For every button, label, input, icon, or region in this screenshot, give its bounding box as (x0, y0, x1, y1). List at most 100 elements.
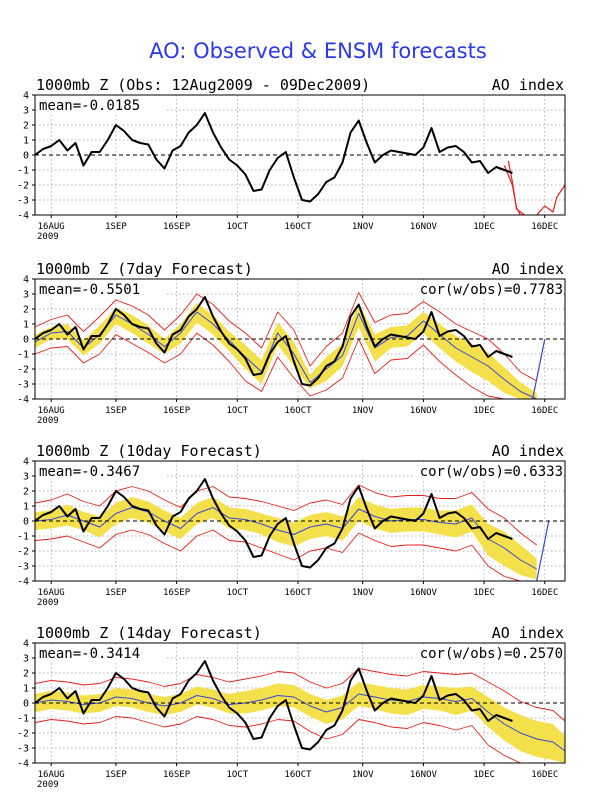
ensemble-member-low-line (35, 332, 537, 399)
ensemble-member-high-line (35, 292, 537, 382)
ensemble-spread-band (35, 497, 537, 580)
x-tick-label: 16SEP (163, 406, 191, 416)
x-tick-label: 1NOV (352, 222, 374, 232)
x-tick-label: 16NOV (410, 588, 438, 598)
y-tick-label: -2 (17, 729, 29, 740)
y-tick-label: 4 (23, 91, 29, 102)
y-tick-label: -4 (17, 211, 29, 222)
mean-label: mean=-0.3467 (39, 464, 140, 480)
ensemble-member-low-line (35, 529, 537, 581)
plot-area (35, 478, 550, 581)
y-tick-label: -4 (17, 577, 29, 588)
x-tick-label: 16DEC (531, 770, 558, 780)
panel-title: 1000mb Z (Obs: 12Aug2009 - 09Dec2009) (36, 76, 370, 94)
x-tick-label: 16SEP (163, 770, 191, 780)
y-tick-label: -2 (17, 181, 29, 192)
y-tick-label: -3 (17, 562, 29, 573)
y-tick-label: 4 (23, 457, 29, 468)
x-tick-label: 1DEC (473, 588, 495, 598)
y-tick-label: 2 (23, 121, 29, 132)
ensemble-member-high-line (35, 484, 537, 546)
y-tick-label: -1 (17, 166, 29, 177)
panel-index-label: AO index (492, 76, 564, 94)
x-tick-label: 16AUG (38, 406, 65, 416)
plot-area (35, 292, 546, 399)
x-tick-label: 1OCT (226, 406, 248, 416)
y-tick-label: 4 (23, 639, 29, 650)
x-tick-label: 1DEC (473, 222, 495, 232)
mean-label: mean=-0.0185 (39, 98, 140, 114)
x-tick-label: 1SEP (105, 406, 127, 416)
observed-ao-line (35, 296, 513, 387)
y-tick-label: 1 (23, 502, 29, 513)
x-tick-label: 16OCT (284, 770, 312, 780)
x-tick-label: 16OCT (284, 588, 312, 598)
y-tick-label: -1 (17, 714, 29, 725)
observed-ao-line (35, 478, 513, 569)
cor-label-bg (413, 463, 563, 480)
plot-area (35, 660, 565, 763)
x-year-label: 2009 (37, 416, 59, 426)
x-tick-label: 1NOV (352, 770, 374, 780)
y-tick-label: -2 (17, 547, 29, 558)
x-tick-label: 16AUG (38, 222, 65, 232)
y-tick-label: 1 (23, 320, 29, 331)
y-tick-label: 1 (23, 136, 29, 147)
ensemble-member-low-line (35, 716, 565, 763)
y-tick-label: 4 (23, 275, 29, 286)
panel-index-label: AO index (492, 624, 564, 642)
y-tick-label: 3 (23, 290, 29, 301)
x-tick-label: 1OCT (226, 588, 248, 598)
y-tick-label: 3 (23, 472, 29, 483)
y-tick-label: -3 (17, 744, 29, 755)
y-tick-label: 2 (23, 669, 29, 680)
correlation-label: cor(w/obs)=0.6333 (420, 464, 563, 480)
ensemble-spread-band (35, 682, 565, 763)
ensemble-mean-line (35, 693, 565, 752)
panel-index-label: AO index (492, 442, 564, 460)
forecast-tail-line (532, 338, 546, 399)
y-tick-label: 0 (23, 335, 29, 346)
chart-panel-1: -4 -3 -2 -1 0 1 2 3 4 16AUG 1SEP 16SEP 1OCT 16OCT 1NOV… (17, 76, 566, 242)
chart-panels: -4 -3 -2 -1 0 1 2 3 4 16AUG 1SEP 16SEP 1OCT 16OCT 1NOV… (17, 76, 566, 790)
x-tick-label: 1DEC (473, 770, 495, 780)
y-tick-label: -2 (17, 365, 29, 376)
y-tick-label: -3 (17, 196, 29, 207)
y-tick-label: 3 (23, 106, 29, 117)
y-tick-label: 2 (23, 305, 29, 316)
x-tick-label: 1SEP (105, 222, 127, 232)
x-tick-label: 16NOV (410, 770, 438, 780)
x-tick-label: 1DEC (473, 406, 495, 416)
mean-label-bg (37, 281, 167, 298)
cor-label-bg (413, 645, 563, 662)
x-tick-label: 1NOV (352, 406, 374, 416)
x-tick-label: 16OCT (284, 222, 312, 232)
forecast-tail-line (536, 520, 550, 581)
x-year-label: 2009 (37, 780, 59, 790)
correlation-label: cor(w/obs)=0.7783 (420, 282, 563, 298)
panel-title: 1000mb Z (14day Forecast) (36, 624, 262, 642)
y-tick-label: -4 (17, 759, 29, 770)
observed-ao-line (35, 112, 513, 203)
x-tick-label: 16SEP (163, 222, 191, 232)
y-tick-label: 0 (23, 151, 29, 162)
panel-index-label: AO index (492, 260, 564, 278)
chart-panel-4: -4 -3 -2 -1 0 1 2 3 4 16AUG 1SEP 16SEP 1OCT 16OCT 1NOV… (17, 624, 566, 790)
cor-label-bg (413, 281, 563, 298)
plot-area (35, 112, 565, 215)
mean-label: mean=-0.5501 (39, 282, 140, 298)
x-year-label: 2009 (37, 232, 59, 242)
x-tick-label: 16OCT (284, 406, 312, 416)
x-tick-label: 1SEP (105, 770, 127, 780)
mean-label: mean=-0.3414 (39, 646, 140, 662)
x-tick-label: 1SEP (105, 588, 127, 598)
x-tick-label: 1OCT (226, 770, 248, 780)
x-tick-label: 1NOV (352, 588, 374, 598)
x-tick-label: 16DEC (531, 222, 558, 232)
ensemble-mean-line (35, 507, 537, 570)
y-tick-label: -4 (17, 395, 29, 406)
y-tick-label: -3 (17, 380, 29, 391)
x-tick-label: 16AUG (38, 770, 65, 780)
correlation-label: cor(w/obs)=0.2570 (420, 646, 563, 662)
